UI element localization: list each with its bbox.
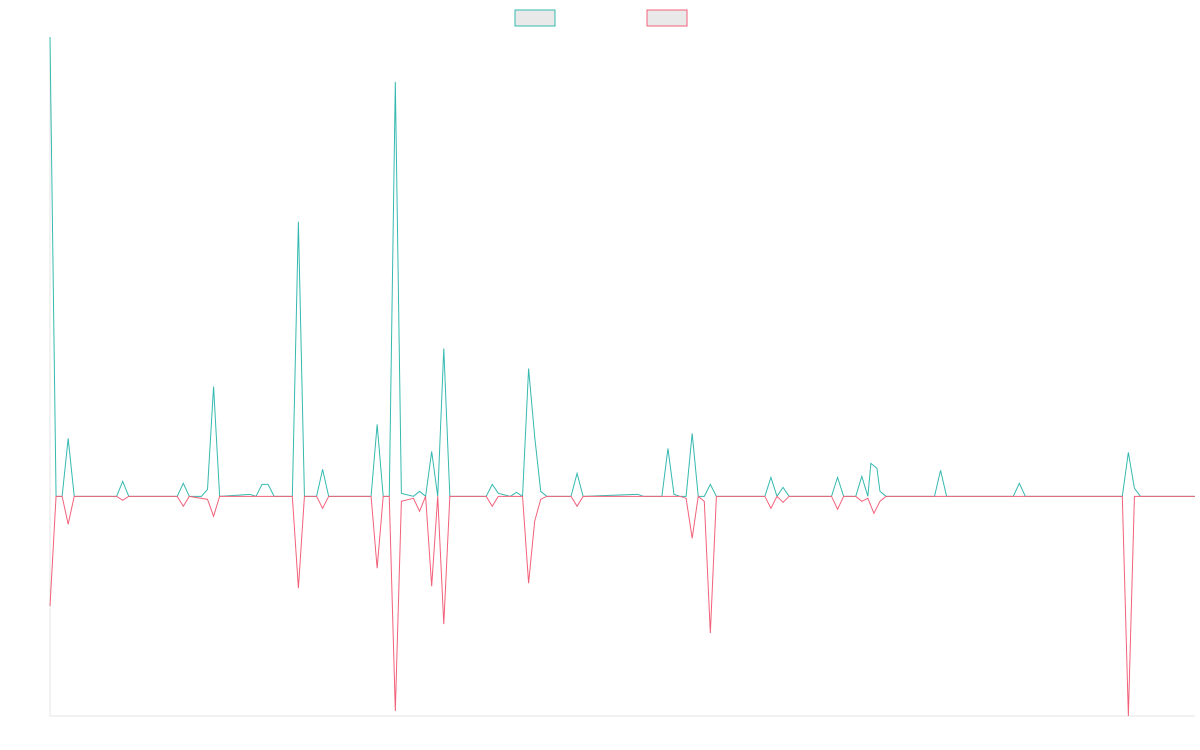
legend-item-2[interactable] (646, 9, 688, 27)
chart-axes (49, 37, 1195, 717)
series-2-line (49, 495, 1195, 717)
legend-swatch[interactable] (646, 9, 688, 27)
series-1 (49, 36, 1195, 498)
legend-swatch[interactable] (514, 9, 556, 27)
chart-series (49, 36, 1195, 717)
legend-item-1[interactable] (514, 9, 556, 27)
series-1-line (49, 36, 1195, 498)
series-2 (49, 495, 1195, 717)
chart-legend[interactable] (514, 9, 688, 27)
